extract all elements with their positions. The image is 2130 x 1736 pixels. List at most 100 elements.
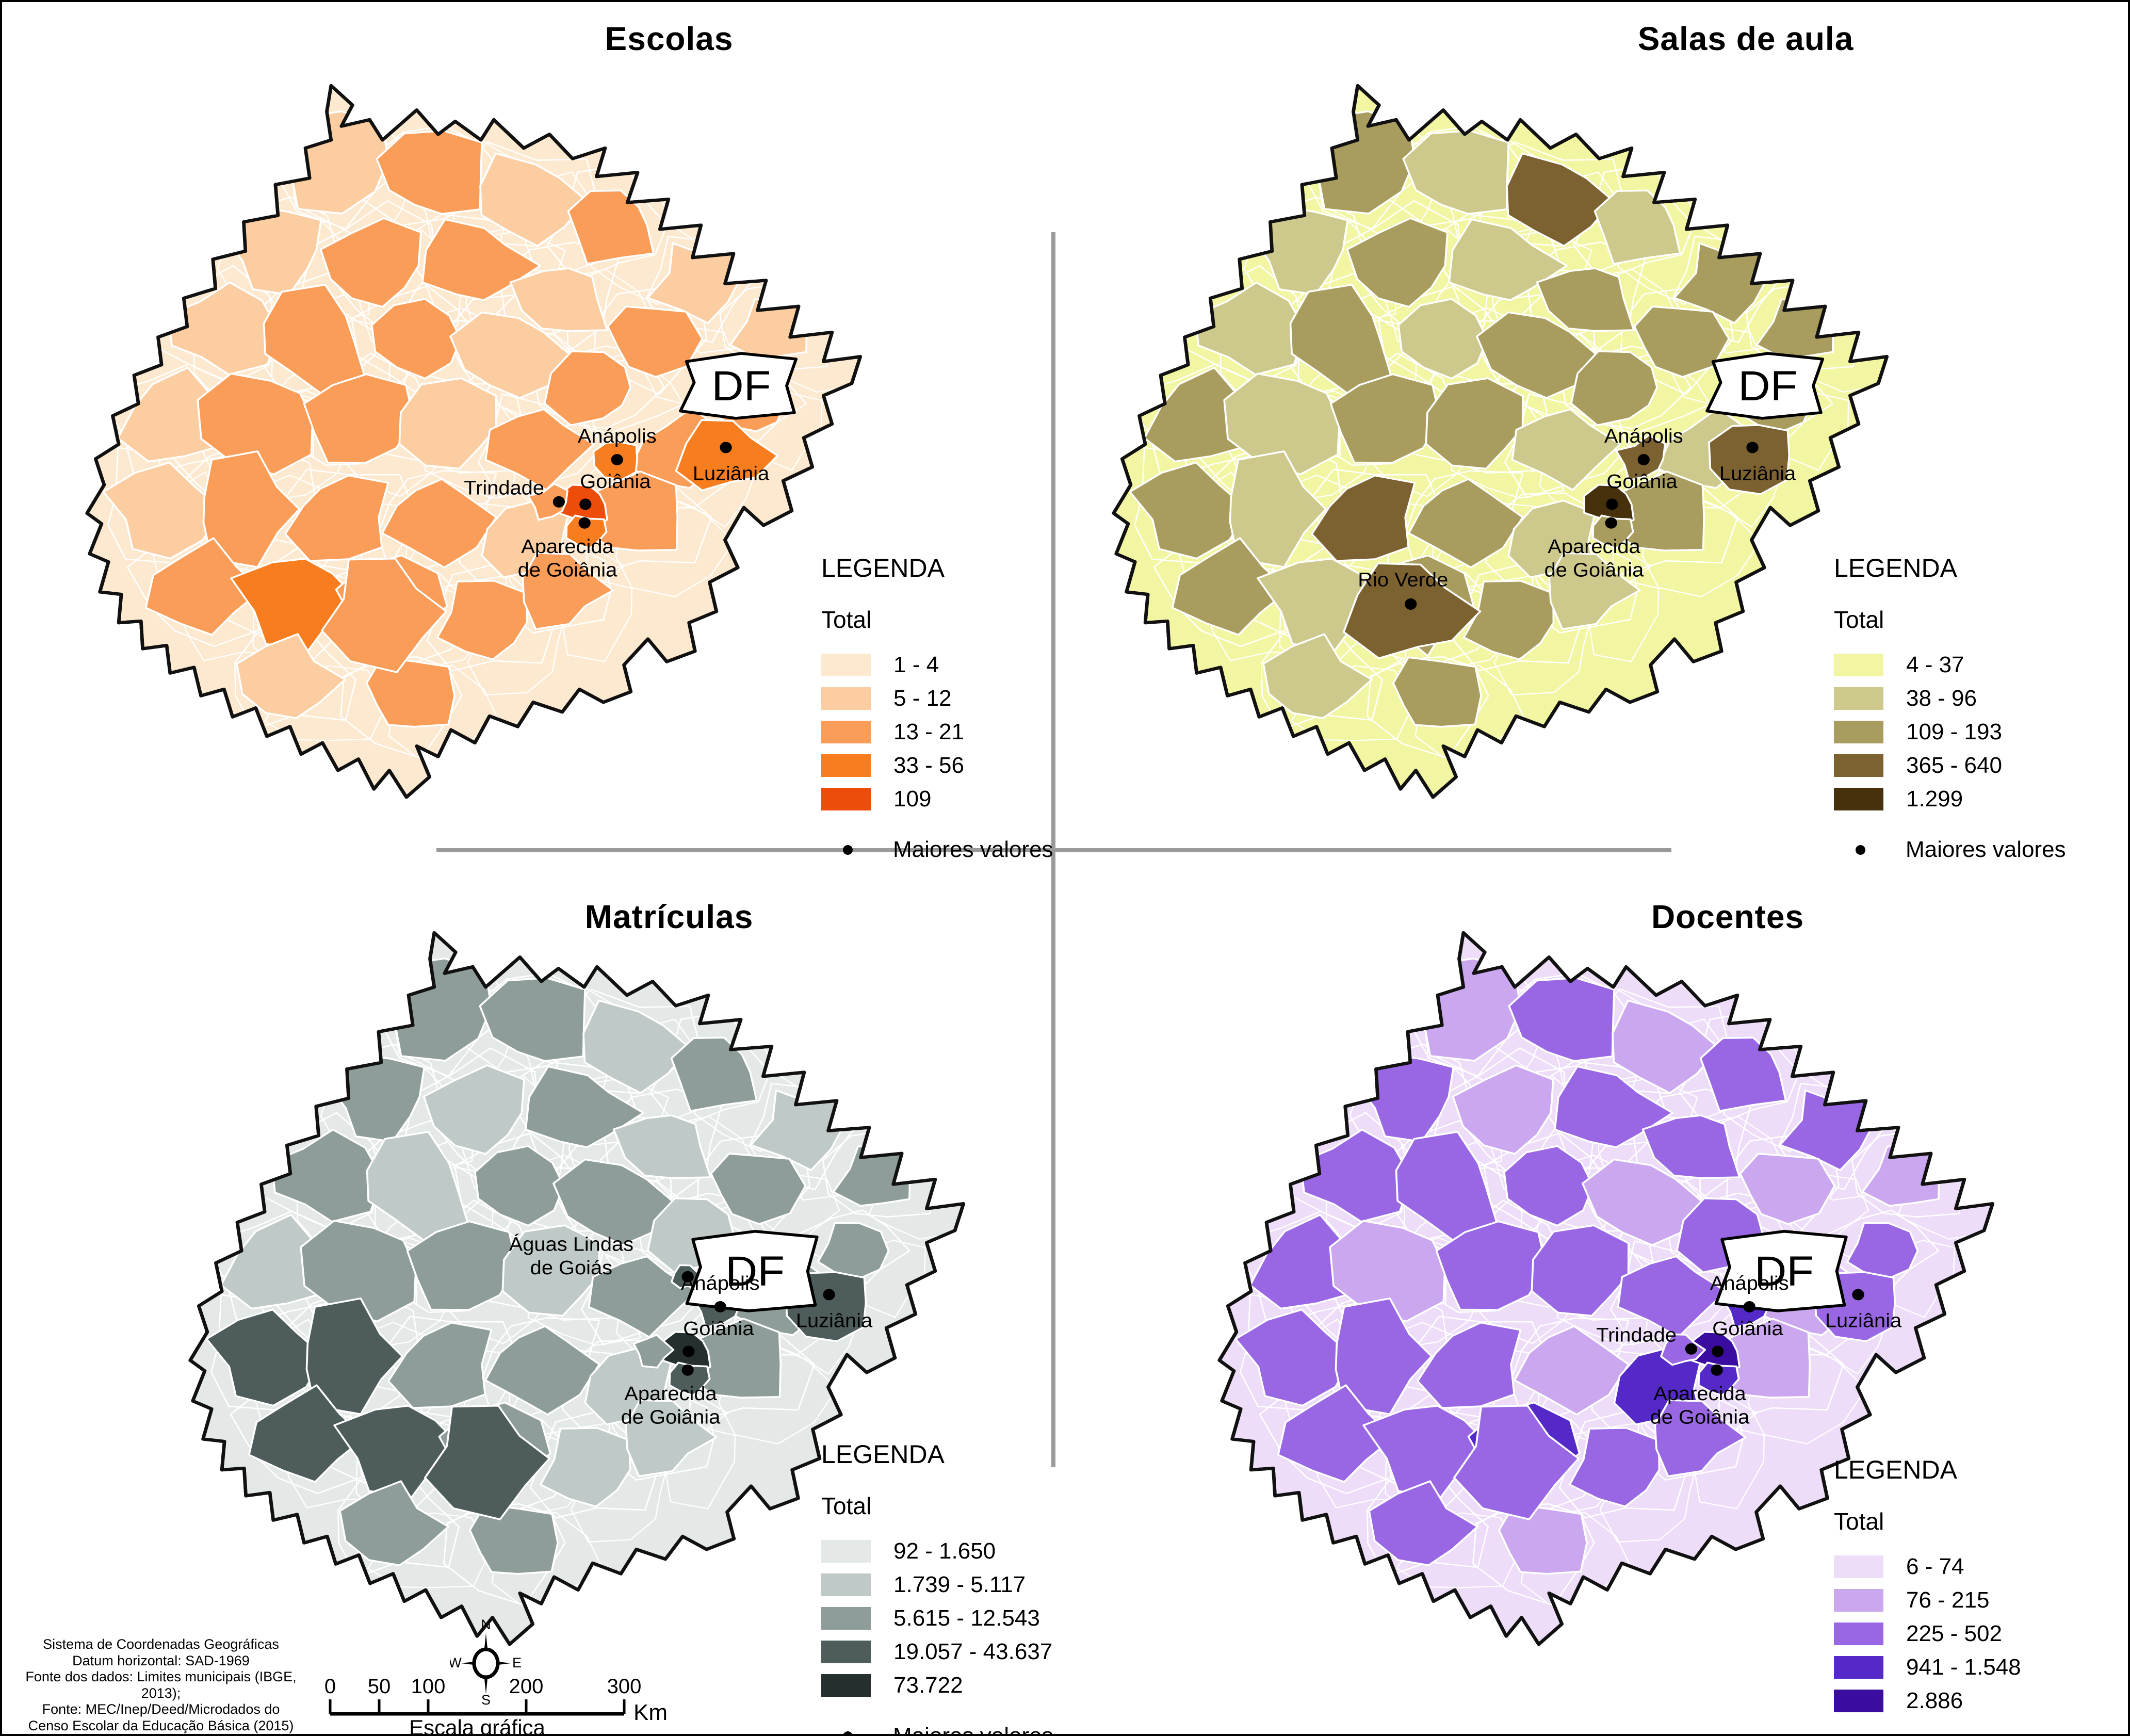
scale-bar-tick-label: 100 [411,1675,446,1698]
municipality-patch [1277,1384,1395,1483]
legend-class-label: 5 - 12 [893,686,952,711]
city-dot [1852,1289,1864,1301]
legend-class-row: 4 - 37 [1834,652,2082,678]
legend-class-row: 76 - 215 [1834,1587,2082,1613]
municipality-patch-highlight [668,1361,711,1397]
municipality-patch [1262,633,1373,719]
panel-title-docentes: Docentes [1651,898,1804,935]
compass-s-label: S [481,1692,491,1708]
legend-class-row: 1 - 4 [821,652,1069,678]
municipality-patch [501,1224,600,1317]
municipality-patch [1362,1405,1490,1499]
municipality-patch [1511,408,1621,491]
legend-class-row: 92 - 1.650 [821,1538,1069,1564]
legend-class-row: 33 - 56 [821,753,1069,778]
municipality-patch [1335,1297,1433,1415]
municipality-patch [1129,461,1248,560]
municipality-patch [1329,373,1442,464]
credit-line: Fonte dos dados: Limites municipais (IBG… [25,1669,297,1701]
municipality-patch [197,372,314,476]
municipality-patch [230,558,358,652]
municipality-patch [479,977,586,1062]
municipality-patch [319,217,422,308]
municipality-patch [1425,377,1524,470]
municipality-patch [1548,552,1641,630]
compass-hub [472,1647,500,1679]
df-label: DF [1754,1247,1814,1294]
legend-swatch [821,1573,871,1596]
legend-class-label: 1 - 4 [893,652,939,677]
municipality-patch [366,656,456,728]
legend-heading: LEGENDA [821,554,945,582]
municipality-patch [479,152,588,247]
legend-class-row: 1.299 [1834,786,2082,812]
municipality-patch-highlight [321,557,447,673]
municipality-patch [1368,1480,1479,1566]
largest-values-label: Maiores valores [893,837,1053,862]
municipality-patch [582,999,691,1094]
municipality-patch [406,1220,518,1311]
panel-title-escolas: Escolas [605,20,734,57]
largest-values-label: Maiores valores [1906,837,2066,862]
df-label: DF [711,362,771,409]
legend-subheading: Total [1834,606,1884,633]
legend-swatch [1834,1656,1883,1679]
municipality-patch [1570,350,1658,427]
municipality-patch [305,1297,404,1415]
municipality-patch [1514,1325,1630,1416]
municipality-patch [1633,305,1730,378]
municipality-patch [710,1153,807,1225]
divider-horizontal [436,848,1671,852]
city-dot [1712,1345,1724,1357]
municipality-patch [539,1427,631,1507]
municipality-patch-highlight [1342,562,1482,659]
municipality-patch [1311,474,1416,562]
legend-class-row: 941 - 1.548 [1834,1654,2082,1680]
credits-block: Sistema de Coordenadas Geográficas Datum… [11,1636,311,1734]
municipality-patch [1617,1255,1727,1338]
legend-class-label: 5.615 - 12.543 [893,1605,1040,1631]
legend-swatch [821,788,871,810]
municipality-patch [469,1503,559,1575]
legend-point-row: Maiores valores [821,837,1069,863]
municipality-patch-highlight [565,514,608,549]
credit-line: Sistema de Coordenadas Geográficas [43,1636,279,1652]
legend-swatch [821,654,871,676]
legend-swatch [1834,687,1883,710]
df-label: DF [725,1247,785,1294]
legend-point-row: Maiores valores [821,1723,1069,1734]
municipality-patch [1554,1065,1673,1148]
credit-line: Fonte: MEC/Inep/Deed/Microdados do [42,1701,280,1717]
municipality-patch [1531,1224,1630,1317]
city-dot [1405,598,1417,610]
scale-bar-caption: Escala gráfica [409,1715,545,1736]
municipality-patch [1739,1153,1836,1225]
municipality-patch [370,298,462,380]
municipality-patch [1249,1213,1349,1310]
municipality-patch [117,366,217,463]
scale-bar-tick-label: 50 [368,1675,391,1698]
city-dot [1685,1343,1697,1355]
legend-class-label: 941 - 1.548 [1906,1654,2021,1680]
municipality-patch [102,461,222,560]
city-dot [1605,517,1617,529]
municipality-patch-highlight [1697,1361,1740,1397]
municipality-patch [449,311,572,399]
municipality-patch [1402,129,1509,215]
municipality-patch [625,1399,718,1478]
credit-line: Censo Escolar da Educação Básica (2015) [28,1717,294,1733]
legend-point-row: Maiores valores [1834,837,2082,863]
municipality-patch [422,1064,525,1155]
legend-class-label: 92 - 1.650 [893,1538,996,1564]
municipality-patch [484,408,595,491]
legend-class-row: 1.739 - 5.117 [821,1572,1069,1598]
legend-class-row: 73.722 [821,1673,1069,1698]
city-label: Trindade [464,478,544,499]
legend-class-label: 1.739 - 5.117 [893,1572,1026,1597]
legend-class-label: 365 - 640 [1906,753,2002,778]
df-box [685,1230,819,1312]
legend-subheading: Total [1834,1508,1884,1535]
legend-swatch [1834,1555,1883,1578]
city-dot [714,1301,726,1313]
